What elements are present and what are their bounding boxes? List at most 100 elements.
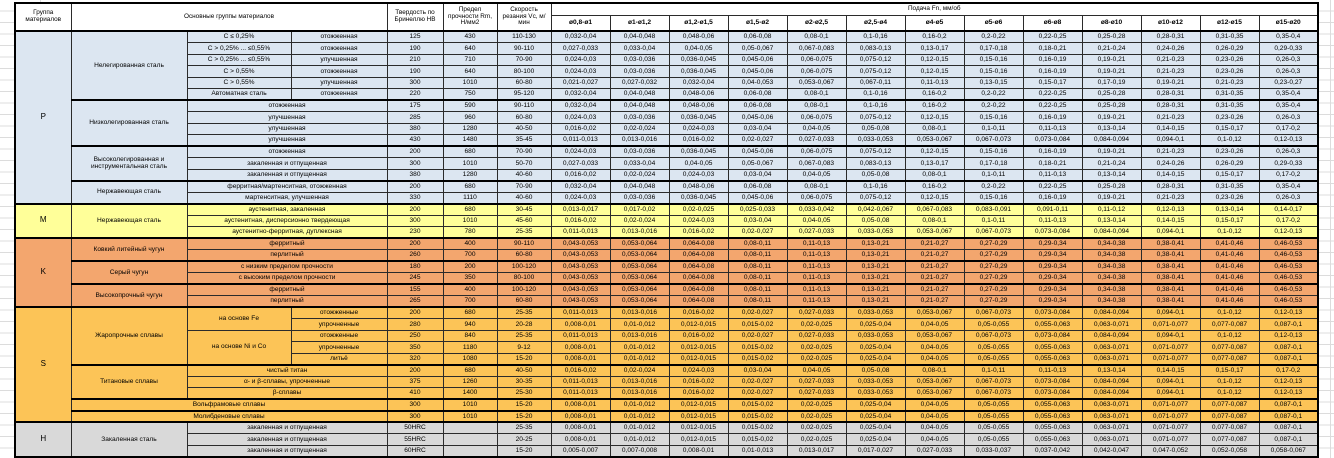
hardness-cell[interactable]: 300: [386, 214, 444, 227]
feed-value-cell[interactable]: 0,41-0,46: [1199, 249, 1260, 262]
feed-value-cell[interactable]: 0,032-0,04: [550, 88, 611, 101]
speed-cell[interactable]: 100-120: [496, 260, 552, 273]
feed-value-cell[interactable]: 0,01-0,012: [609, 341, 670, 354]
feed-value-cell[interactable]: 0,032-0,04: [550, 30, 611, 43]
feed-value-cell[interactable]: 0,1-0,11: [963, 168, 1024, 181]
feed-value-cell[interactable]: 0,29-0,34: [1022, 295, 1083, 308]
feed-value-cell[interactable]: 0,075-0,12: [845, 191, 906, 204]
feed-value-cell[interactable]: 0,094-0,1: [1140, 306, 1201, 319]
hardness-cell[interactable]: 430: [386, 134, 444, 147]
feed-value-cell[interactable]: 0,21-0,27: [904, 249, 965, 262]
feed-value-cell[interactable]: 0,02-0,024: [609, 168, 670, 181]
strength-cell[interactable]: 680: [442, 179, 498, 193]
material-cell[interactable]: Нелегированная сталь: [70, 30, 188, 101]
strength-cell[interactable]: 1400: [442, 387, 498, 400]
feed-value-cell[interactable]: 0,12-0,13: [1258, 134, 1319, 147]
feed-value-cell[interactable]: 0,04-0,05: [904, 421, 965, 434]
feed-value-cell[interactable]: 0,016-0,02: [668, 306, 729, 319]
feed-value-cell[interactable]: 0,071-0,077: [1140, 409, 1201, 423]
feed-value-cell[interactable]: 0,12-0,13: [1140, 202, 1201, 216]
feed-value-cell[interactable]: 0,13-0,15: [963, 76, 1024, 89]
feed-value-cell[interactable]: 0,048-0,06: [668, 99, 729, 112]
feed-value-cell[interactable]: 0,13-0,14: [1081, 122, 1142, 135]
feed-value-cell[interactable]: 0,25-0,28: [1081, 30, 1142, 43]
feed-value-cell[interactable]: 0,015-0,02: [727, 398, 788, 411]
feed-value-cell[interactable]: 0,17-0,2: [1258, 214, 1319, 227]
speed-cell[interactable]: 90-110: [496, 99, 552, 112]
feed-value-cell[interactable]: 0,15-0,17: [1199, 122, 1260, 135]
feed-value-cell[interactable]: 0,24-0,26: [1140, 157, 1201, 170]
feed-value-cell[interactable]: 0,063-0,071: [1081, 409, 1142, 423]
feed-value-cell[interactable]: 0,012-0,015: [668, 318, 729, 331]
feed-value-cell[interactable]: 0,02-0,027: [727, 134, 788, 147]
hardness-cell[interactable]: 410: [386, 387, 444, 400]
feed-value-cell[interactable]: 0,016-0,02: [550, 168, 611, 181]
feed-value-cell[interactable]: 0,1-0,16: [845, 179, 906, 193]
feed-value-cell[interactable]: 0,08-0,11: [727, 260, 788, 273]
strength-cell[interactable]: 680: [442, 363, 498, 377]
material-cell[interactable]: перлитный: [186, 249, 388, 262]
feed-value-cell[interactable]: 0,01-0,013: [727, 444, 788, 457]
feed-value-cell[interactable]: 0,05-0,055: [963, 341, 1024, 354]
feed-value-cell[interactable]: 0,008-0,01: [550, 433, 611, 446]
feed-value-cell[interactable]: 0,29-0,33: [1258, 42, 1319, 55]
feed-value-cell[interactable]: 0,15-0,16: [963, 145, 1024, 158]
header-diameter-range[interactable]: ø8-ø10: [1081, 14, 1142, 32]
material-cell[interactable]: Закаленная сталь: [70, 421, 188, 457]
feed-value-cell[interactable]: 0,41-0,46: [1199, 260, 1260, 273]
speed-cell[interactable]: 40-60: [496, 168, 552, 181]
feed-value-cell[interactable]: 0,067-0,083: [904, 202, 965, 216]
feed-value-cell[interactable]: 0,06-0,08: [727, 88, 788, 101]
hardness-cell[interactable]: 50HRC: [386, 421, 444, 434]
material-cell[interactable]: Низколегированная сталь: [70, 99, 188, 147]
material-cell[interactable]: закаленная и отпущенная: [186, 157, 388, 170]
feed-value-cell[interactable]: 0,46-0,53: [1258, 283, 1319, 296]
feed-value-cell[interactable]: 0,02-0,027: [727, 329, 788, 342]
feed-value-cell[interactable]: 0,043-0,053: [550, 295, 611, 308]
feed-value-cell[interactable]: 0,04-0,05: [668, 42, 729, 55]
feed-value-cell[interactable]: 0,21-0,23: [1140, 191, 1201, 204]
speed-cell[interactable]: 20-28: [496, 318, 552, 331]
feed-value-cell[interactable]: 0,28-0,31: [1140, 30, 1201, 43]
feed-value-cell[interactable]: 0,064-0,08: [668, 260, 729, 273]
feed-value-cell[interactable]: 0,067-0,11: [845, 76, 906, 89]
material-cell[interactable]: мартенситная, улучшенная: [186, 191, 388, 204]
material-cell[interactable]: отожженная: [290, 30, 388, 43]
feed-value-cell[interactable]: 0,14-0,17: [1258, 202, 1319, 216]
feed-value-cell[interactable]: 0,03-0,036: [609, 111, 670, 124]
feed-value-cell[interactable]: 0,053-0,064: [609, 237, 670, 250]
header-hardness-hb[interactable]: Твердость по Бринеллю НВ: [386, 2, 444, 32]
feed-value-cell[interactable]: 0,043-0,053: [550, 249, 611, 262]
feed-value-cell[interactable]: 0,15-0,16: [963, 191, 1024, 204]
feed-value-cell[interactable]: 0,46-0,53: [1258, 295, 1319, 308]
feed-value-cell[interactable]: 0,064-0,08: [668, 249, 729, 262]
feed-value-cell[interactable]: 0,34-0,38: [1081, 283, 1142, 296]
material-cell[interactable]: Нержавеющая сталь: [70, 179, 188, 204]
feed-value-cell[interactable]: 0,087-0,1: [1258, 318, 1319, 331]
feed-value-cell[interactable]: 0,02-0,025: [786, 398, 847, 411]
header-main-groups[interactable]: Основные группы материалов: [70, 2, 388, 32]
feed-value-cell[interactable]: 0,26-0,3: [1258, 111, 1319, 124]
feed-value-cell[interactable]: 0,008-0,01: [550, 318, 611, 331]
feed-value-cell[interactable]: 0,2-0,22: [963, 179, 1024, 193]
feed-value-cell[interactable]: 0,036-0,045: [668, 53, 729, 66]
feed-value-cell[interactable]: 0,043-0,053: [550, 283, 611, 296]
feed-value-cell[interactable]: 0,087-0,1: [1258, 398, 1319, 411]
feed-value-cell[interactable]: 0,02-0,024: [609, 363, 670, 377]
feed-value-cell[interactable]: 0,34-0,38: [1081, 295, 1142, 308]
feed-value-cell[interactable]: 0,071-0,077: [1140, 341, 1201, 354]
hardness-cell[interactable]: 285: [386, 111, 444, 124]
feed-value-cell[interactable]: 0,05-0,067: [727, 157, 788, 170]
feed-value-cell[interactable]: 0,15-0,17: [1022, 76, 1083, 89]
feed-value-cell[interactable]: 0,14-0,15: [1140, 214, 1201, 227]
feed-value-cell[interactable]: 0,22-0,25: [1022, 88, 1083, 101]
strength-cell[interactable]: 350: [442, 272, 498, 285]
feed-value-cell[interactable]: 0,34-0,38: [1081, 260, 1142, 273]
feed-value-cell[interactable]: 0,27-0,29: [963, 283, 1024, 296]
feed-value-cell[interactable]: 0,011-0,013: [550, 375, 611, 388]
feed-value-cell[interactable]: 0,02-0,025: [786, 318, 847, 331]
feed-value-cell[interactable]: 0,013-0,017: [550, 202, 611, 216]
strength-cell[interactable]: 200: [442, 260, 498, 273]
feed-value-cell[interactable]: 0,15-0,16: [963, 111, 1024, 124]
feed-value-cell[interactable]: 0,13-0,21: [845, 237, 906, 250]
